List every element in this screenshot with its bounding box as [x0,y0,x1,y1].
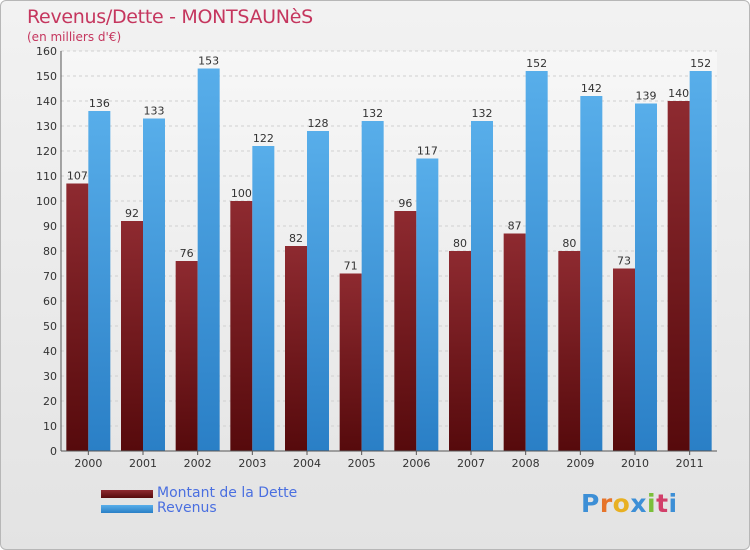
y-tick-label: 120 [36,145,57,158]
logo-letter: t [656,489,669,518]
revenus-value-label: 153 [198,55,219,68]
y-tick-label: 50 [43,320,57,333]
dette-value-label: 96 [398,197,412,210]
dette-bar [449,251,471,451]
x-tick-label: 2003 [238,457,266,470]
dette-value-label: 140 [668,87,689,100]
logo-letter: i [668,489,678,518]
x-tick-label: 2008 [512,457,540,470]
logo-letter: r [599,489,613,518]
y-tick-label: 0 [50,445,57,458]
legend-swatch-revenus [101,505,153,513]
chart-subtitle: (en milliers d'€) [27,30,122,44]
chart-title: Revenus/Dette - MONTSAUNèS [27,6,313,28]
dette-value-label: 107 [67,170,88,183]
y-tick-label: 40 [43,345,57,358]
revenus-value-label: 122 [253,132,274,145]
y-tick-label: 20 [43,395,57,408]
dette-bar [230,201,253,451]
revenus-bar [197,68,220,451]
revenus-value-label: 128 [308,117,329,130]
x-tick-label: 2004 [293,457,321,470]
dette-value-label: 87 [508,220,522,233]
logo-letter: i [647,489,657,518]
legend-swatch-dette [101,490,153,498]
x-tick-label: 2001 [129,457,157,470]
y-tick-label: 10 [43,420,57,433]
x-tick-label: 2007 [457,457,485,470]
y-tick-label: 60 [43,295,57,308]
revenus-value-label: 132 [472,107,493,120]
y-tick-label: 150 [36,70,57,83]
y-tick-label: 70 [43,270,57,283]
dette-value-label: 73 [617,255,631,268]
dette-value-label: 82 [289,232,303,245]
revenus-bar [416,158,439,451]
dette-value-label: 76 [180,247,194,260]
dette-value-label: 92 [125,207,139,220]
revenus-bar [88,111,111,451]
y-tick-label: 80 [43,245,57,258]
x-tick-label: 2009 [566,457,594,470]
dette-value-label: 80 [453,237,467,250]
revenus-value-label: 132 [362,107,383,120]
revenus-value-label: 152 [690,57,711,70]
revenus-bar [252,146,275,451]
y-tick-label: 160 [36,45,57,58]
revenus-bar [689,71,712,451]
y-tick-label: 100 [36,195,57,208]
x-tick-label: 2010 [621,457,649,470]
y-tick-label: 90 [43,220,57,233]
revenus-value-label: 133 [144,105,165,118]
dette-value-label: 71 [344,260,358,273]
y-tick-label: 30 [43,370,57,383]
revenus-value-label: 117 [417,145,438,158]
dette-bar [667,101,690,451]
dette-bar [558,251,581,451]
revenus-bar [635,103,657,451]
revenus-value-label: 139 [636,90,657,103]
x-tick-label: 2005 [348,457,376,470]
dette-bar [503,233,526,451]
y-tick-label: 110 [36,170,57,183]
revenus-value-label: 152 [526,57,547,70]
x-tick-label: 2000 [74,457,102,470]
x-tick-label: 2011 [676,457,704,470]
dette-bar [175,261,198,451]
revenus-bar [361,121,384,451]
dette-bar [394,211,417,451]
x-tick-label: 2006 [402,457,430,470]
revenus-bar [471,121,493,451]
dette-bar [66,183,89,451]
dette-value-label: 100 [231,187,252,200]
dette-bar [339,273,362,451]
revenus-value-label: 136 [89,97,110,110]
revenus-bar [525,71,548,451]
dette-bar [613,268,635,451]
legend-label-revenus: Revenus [157,500,217,516]
y-tick-label: 130 [36,120,57,133]
revenus-bar [580,96,603,451]
logo-letter: x [630,489,647,518]
revenus-bar [307,131,329,451]
proxiti-logo: Proxiti [581,489,678,518]
dette-value-label: 80 [562,237,576,250]
x-tick-label: 2002 [184,457,212,470]
legend-label-dette: Montant de la Dette [157,485,298,501]
logo-letter: P [581,489,600,518]
revenus-bar [143,118,165,451]
logo-letter: o [612,489,631,518]
dette-bar [121,221,143,451]
dette-bar [285,246,307,451]
y-tick-label: 140 [36,95,57,108]
revenus-value-label: 142 [581,82,602,95]
